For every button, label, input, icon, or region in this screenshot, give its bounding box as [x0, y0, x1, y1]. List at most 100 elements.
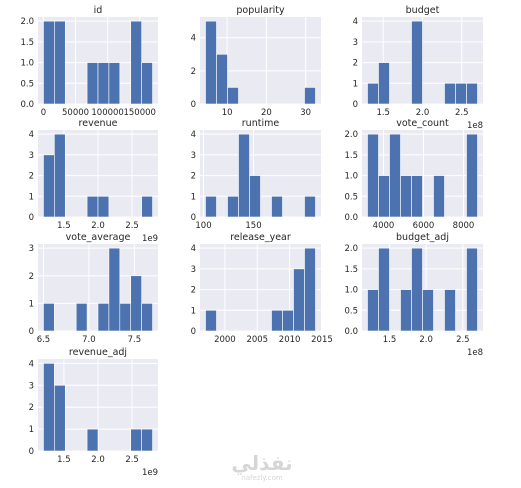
bar-5: [97, 62, 110, 105]
x-tick-label: 0: [41, 108, 46, 118]
subplot-title: vote_count: [396, 118, 449, 129]
x-tick-label: 150000: [123, 108, 155, 118]
subplot-title: revenue: [79, 118, 118, 129]
bar-9: [466, 82, 478, 105]
y-tick-label: 0: [191, 213, 196, 223]
y-tick-label: 1: [191, 306, 196, 316]
bar-0: [43, 154, 55, 218]
subplot-title: popularity: [236, 5, 285, 16]
y-tick-label: 1: [191, 192, 196, 202]
y-tick-label: 1.0: [344, 286, 358, 296]
y-tick-label: 3: [29, 244, 34, 254]
axis-offset-label: 1e9: [142, 234, 158, 244]
y-tick-label: 2.0: [344, 244, 358, 254]
bar-5: [97, 303, 110, 332]
x-tick-label: 8000: [453, 221, 475, 231]
bar-3: [238, 133, 250, 218]
bar-4: [411, 247, 423, 332]
bar-4: [86, 195, 99, 218]
y-tick-label: 2: [29, 272, 34, 282]
x-tick-label: 2.5: [125, 455, 139, 465]
y-tick-label: 1.5: [20, 38, 34, 48]
subplot-revenue-adj: 0 1 2 3 4 1.5 2.0 2.5 revenue_adj 1e9: [29, 347, 158, 478]
bar-3: [400, 289, 412, 332]
bar-4: [411, 20, 423, 105]
x-tick-label: 7.0: [82, 335, 96, 345]
bar-0: [205, 20, 217, 105]
x-tick-label: 2010: [279, 335, 301, 345]
bar-8: [130, 20, 142, 105]
y-tick-label: 0: [29, 213, 34, 223]
bar-0: [205, 309, 217, 332]
bar-1: [378, 247, 390, 332]
subplot-vote-average: 0 1 2 3 6.5 7.0 7.5 vote_average: [29, 232, 158, 345]
axis-offset-label: 1e9: [142, 468, 158, 478]
bar-0: [43, 363, 55, 452]
bar-0: [367, 133, 379, 218]
bar-6: [271, 309, 283, 332]
bar-9: [304, 87, 316, 105]
x-tick-label: 4000: [373, 221, 395, 231]
watermark-site: nafezly.com: [241, 474, 283, 482]
bar-9: [141, 428, 153, 452]
bar-6: [108, 247, 121, 332]
y-tick-label: 4: [29, 359, 34, 369]
y-tick-label: 4: [191, 244, 196, 254]
subplot-budget-adj: 0.0 0.5 1.0 1.5 2.0 1.5 2.0 2.5 budget_adj 1e8: [344, 232, 483, 358]
bar-2: [227, 195, 239, 218]
bar-1: [378, 175, 390, 218]
subplot-release-year: 0 1 2 3 4 2000 2005 2010 2015 release_year: [191, 232, 333, 345]
y-tick-label: 4: [353, 17, 358, 27]
bar-7: [444, 289, 456, 332]
subplot-title: vote_average: [66, 232, 131, 243]
bar-9: [141, 195, 153, 218]
y-tick-label: 3: [191, 265, 196, 275]
bar-7: [444, 82, 456, 105]
y-tick-label: 0.0: [344, 327, 358, 337]
x-tick-label: 2.0: [416, 108, 430, 118]
watermark: نفذلي nafezly.com: [222, 452, 302, 482]
subplot-id: 0.0 0.5 1.0 1.5 2.0 0 50000 100000 150000 id: [20, 5, 158, 118]
y-tick-label: 1.5: [344, 151, 358, 161]
x-tick-label: 100000: [91, 108, 123, 118]
y-tick-label: 2: [353, 59, 358, 69]
y-tick-label: 2.0: [20, 17, 34, 27]
bar-4: [86, 62, 99, 105]
y-tick-label: 0.5: [20, 79, 34, 89]
y-tick-label: 2: [29, 403, 34, 413]
x-tick-label: 100: [195, 221, 211, 231]
bar-0: [43, 20, 55, 105]
y-tick-label: 1: [29, 299, 34, 309]
bar-2: [389, 133, 401, 218]
y-tick-label: 3: [191, 151, 196, 161]
bar-1: [54, 20, 66, 105]
y-tick-label: 0.0: [344, 213, 358, 223]
bar-9: [304, 195, 316, 218]
subplot-title: release_year: [230, 232, 291, 243]
x-tick-label: 1.5: [383, 335, 397, 345]
y-tick-label: 1: [29, 192, 34, 202]
subplot-title: revenue_adj: [69, 347, 127, 358]
bar-0: [43, 303, 55, 332]
y-tick-label: 1.0: [344, 172, 358, 182]
y-tick-label: 0.0: [20, 100, 34, 110]
x-tick-label: 1.5: [57, 455, 71, 465]
bar-9: [466, 133, 478, 218]
x-tick-label: 2005: [246, 335, 268, 345]
subplot-title: runtime: [242, 118, 280, 129]
bar-7: [282, 309, 294, 332]
bar-6: [271, 195, 283, 218]
x-tick-label: 50000: [62, 108, 89, 118]
subplot-vote-count: 0.0 0.5 1.0 1.5 2.0 4000 6000 8000 vote_count: [344, 118, 483, 231]
axis-offset-label: 1e8: [467, 121, 483, 131]
bar-8: [130, 428, 142, 452]
y-tick-label: 4: [191, 34, 196, 44]
x-tick-label: 6.5: [37, 335, 51, 345]
x-tick-label: 2000: [214, 335, 236, 345]
bar-0: [367, 289, 379, 332]
x-tick-label: 2.0: [419, 335, 433, 345]
x-tick-label: 2.5: [455, 108, 469, 118]
bar-4: [86, 428, 99, 452]
x-tick-label: 6000: [413, 221, 435, 231]
y-tick-label: 3: [29, 151, 34, 161]
